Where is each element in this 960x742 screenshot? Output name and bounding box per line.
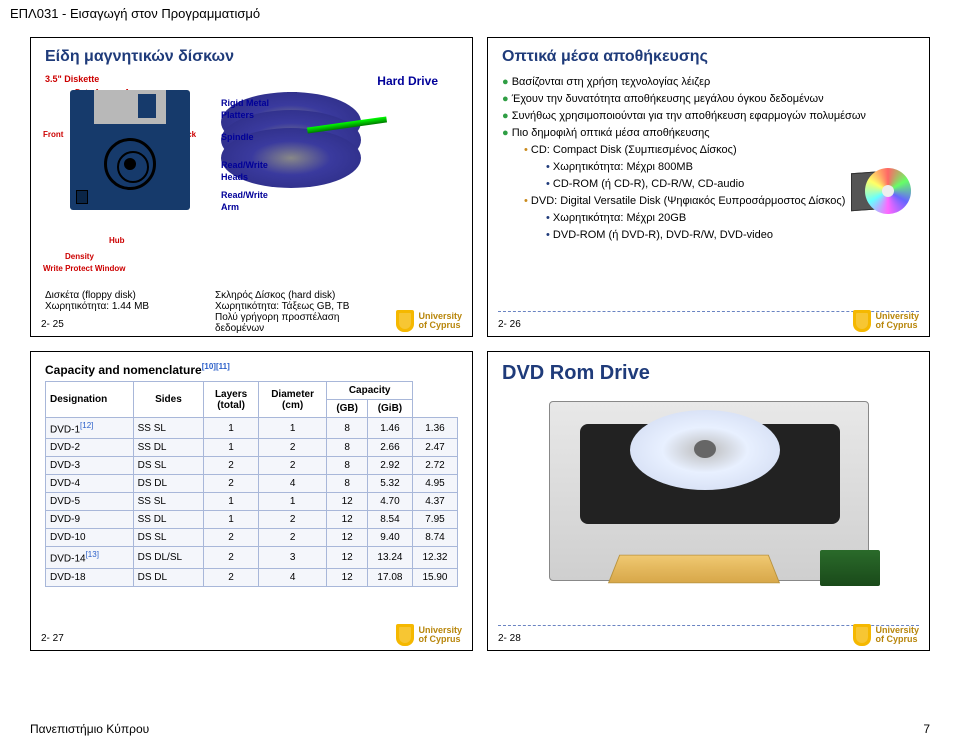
slide-28-num: 2- 28 [498,633,521,644]
slide-27: Capacity and nomenclature[10][11] Design… [30,351,473,651]
b1: Βασίζονται στη χρήση τεχνολογίας λέιζερ [502,74,915,91]
uni-logo: Universityof Cyprus [853,310,919,332]
label-rwa1: Read/Write [221,190,268,200]
page-footer: Πανεπιστήμιο Κύπρου 7 [0,722,960,736]
slide-25: Είδη μαγνητικών δίσκων 3.5" Diskette Dat… [30,37,473,337]
slide-26-num: 2- 26 [498,319,521,330]
label-wp: Write Protect Window [43,264,125,273]
table-row: DVD-4DS DL2485.324.95 [46,475,458,493]
shield-icon [853,310,871,332]
table-row: DVD-1[12]SS SL1181.461.36 [46,418,458,439]
uni-line2: of Cyprus [418,634,460,644]
slides-grid: Είδη μαγνητικών δίσκων 3.5" Diskette Dat… [0,27,960,661]
diskette-title: 3.5" Diskette [45,74,215,84]
cap-title-txt: Capacity and nomenclature [45,363,202,377]
uni-logo: Universityof Cyprus [396,310,462,332]
capacity-table: Designation Sides Layers(total) Diameter… [45,381,458,587]
cap-title-sup: [10][11] [202,362,230,371]
label-rwh1: Read/Write [221,160,268,170]
hd-cap-1: Σκληρός Δίσκος (hard disk) [215,290,458,301]
slide-26-title: Οπτικά μέσα αποθήκευσης [502,48,915,66]
uni-line2: of Cyprus [875,320,917,330]
floppy-caption: Δισκέτα (floppy disk) Χωρητικότητα: 1.44… [45,290,205,334]
floppy-diagram: 3.5" Diskette Data Access Area Cover Fro… [45,74,215,284]
table-row: DVD-14[13]DS DL/SL231213.2412.32 [46,547,458,568]
label-harddrive: Hard Drive [221,74,458,88]
shield-icon [396,624,414,646]
b4: Πιο δημοφιλή οπτικά μέσα αποθήκευσης [502,125,915,142]
th-sides: Sides [133,382,204,418]
table-row: DVD-2SS DL1282.662.47 [46,439,458,457]
slide-26: Οπτικά μέσα αποθήκευσης Βασίζονται στη χ… [487,37,930,337]
cap-title: Capacity and nomenclature[10][11] [45,362,458,377]
slide-27-num: 2- 27 [41,633,64,644]
b2: Έχουν την δυνατότητα αποθήκευσης μεγάλου… [502,91,915,108]
floppy-cap-1: Δισκέτα (floppy disk) [45,290,205,301]
slide-28-title: DVD Rom Drive [502,362,915,385]
label-platters: Platters [221,110,254,120]
slide-26-list: Βασίζονται στη χρήση τεχνολογίας λέιζερ … [502,74,915,244]
uni-logo: Universityof Cyprus [853,624,919,646]
cd-icon [851,168,911,214]
b3: Συνήθως χρησιμοποιούνται για την αποθήκε… [502,108,915,125]
footer-left: Πανεπιστήμιο Κύπρου [30,722,149,736]
label-rwa2: Arm [221,202,239,212]
slide-25-title: Είδη μαγνητικών δίσκων [45,48,458,66]
s1: CD: Compact Disk (Συμπιεσμένος Δίσκος) [502,142,915,159]
label-hub: Hub [109,236,125,245]
slide-25-num: 2- 25 [41,319,64,330]
harddrive-diagram: Hard Drive Rigid Metal Platters Spindle … [221,74,458,284]
table-row: DVD-9SS DL12128.547.95 [46,511,458,529]
uni-line2: of Cyprus [875,634,917,644]
label-rigid: Rigid Metal [221,98,269,108]
table-row: DVD-5SS SL11124.704.37 [46,493,458,511]
uni-logo: Universityof Cyprus [396,624,462,646]
uni-line2: of Cyprus [418,320,460,330]
th-layers: Layers(total) [204,382,259,418]
th-gib: (GiB) [367,400,412,418]
shield-icon [396,310,414,332]
label-rwh2: Heads [221,172,248,182]
table-row: DVD-18DS DL241217.0815.90 [46,568,458,586]
table-row: DVD-3DS SL2282.922.72 [46,457,458,475]
label-density: Density [65,252,94,261]
th-diameter: Diameter(cm) [258,382,327,418]
dvd-drive-icon [549,401,869,581]
th-gb: (GB) [327,400,368,418]
page-header: ΕΠΛ031 - Εισαγωγή στον Προγραμματισμό [0,0,960,27]
shield-icon [853,624,871,646]
th-designation: Designation [46,382,134,418]
floppy-icon [70,90,190,210]
s2b: DVD-ROM (ή DVD-R), DVD-R/W, DVD-video [502,227,915,244]
label-front: Front [43,130,63,139]
th-capacity: Capacity [327,382,413,400]
table-row: DVD-10DS SL22129.408.74 [46,529,458,547]
floppy-cap-2: Χωρητικότητα: 1.44 MB [45,301,205,312]
label-spindle: Spindle [221,132,254,142]
footer-right: 7 [923,722,930,736]
slide-28: DVD Rom Drive 2- 28 Universityof Cyprus [487,351,930,651]
